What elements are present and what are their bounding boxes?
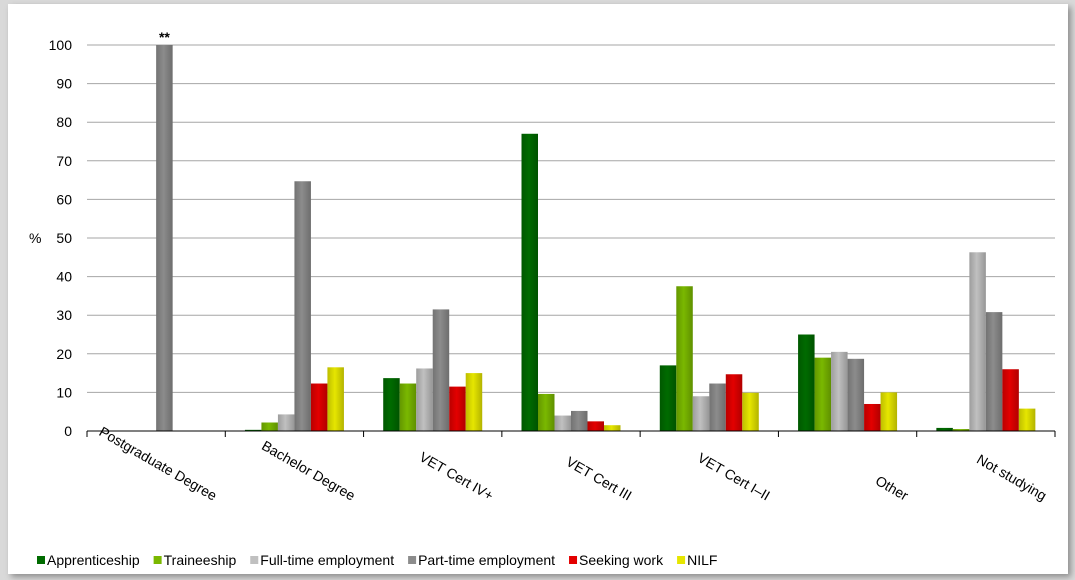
gridlines	[87, 44, 1055, 393]
bar	[709, 383, 726, 431]
legend-swatch	[153, 556, 162, 564]
bar	[604, 425, 621, 431]
bar	[571, 410, 588, 431]
bar	[399, 383, 417, 431]
y-axis-ticks: 0 10 20 30 40 50 60 70 80 90 100	[49, 37, 73, 439]
y-tick-label: 20	[56, 346, 72, 362]
bar	[156, 45, 173, 431]
bar	[864, 403, 881, 431]
bar	[969, 252, 986, 431]
x-category-label: Other	[873, 472, 912, 504]
bar	[294, 181, 311, 431]
bar	[798, 334, 815, 431]
bar	[310, 383, 328, 431]
bar	[880, 392, 898, 431]
bar	[521, 133, 538, 431]
y-tick-label: 40	[56, 269, 72, 285]
y-tick-label: 100	[49, 37, 73, 53]
bar	[465, 373, 483, 431]
legend-swatch	[250, 556, 259, 564]
x-category-label: VET Cert IV+	[417, 448, 497, 503]
legend-swatch	[677, 556, 686, 564]
bar	[261, 422, 278, 431]
bar	[244, 429, 262, 431]
bar-chart: 0 10 20 30 40 50 60 70 80 90 100 % Postgraduate De…	[29, 29, 1056, 568]
y-tick-label: 50	[56, 230, 72, 246]
y-axis-label: %	[29, 230, 41, 246]
bar	[952, 429, 970, 431]
bar	[554, 415, 571, 431]
y-tick-label: 0	[64, 423, 72, 439]
bar	[1018, 408, 1036, 431]
bar	[432, 309, 450, 431]
bar	[416, 368, 433, 431]
y-tick-label: 60	[56, 191, 72, 207]
legend-item-label: Traineeship	[164, 552, 237, 568]
bar	[742, 392, 759, 431]
legend-item-label: Seeking work	[579, 552, 664, 568]
legend-item-label: Apprenticeship	[47, 552, 140, 568]
bar	[449, 386, 466, 431]
legend-swatch	[37, 556, 45, 564]
y-tick-label: 90	[56, 76, 72, 92]
y-tick-label: 30	[56, 307, 72, 323]
bar	[327, 367, 344, 431]
bar	[847, 358, 865, 431]
legend-item-label: NILF	[687, 552, 717, 568]
x-category-label: Not studying	[974, 451, 1049, 504]
legend-swatch	[408, 556, 417, 564]
annotation-label: **	[159, 29, 170, 45]
bar	[587, 421, 604, 431]
x-axis	[86, 430, 1056, 437]
bar	[277, 414, 295, 431]
x-category-label: VET Cert I–II	[695, 449, 773, 503]
bar	[676, 286, 693, 431]
category-labels: Postgraduate Degree Bachelor Degree VET Ce…	[97, 423, 1050, 504]
bar	[985, 312, 1003, 431]
bar	[659, 365, 677, 431]
legend-swatch	[569, 556, 578, 564]
bar	[1002, 369, 1019, 431]
bars	[156, 45, 1036, 431]
legend-item-label: Full-time employment	[260, 552, 394, 568]
annotations: **	[159, 29, 170, 45]
bar	[814, 357, 832, 431]
y-tick-label: 80	[56, 114, 72, 130]
bar	[383, 378, 400, 431]
x-category-label: Bachelor Degree	[259, 437, 358, 503]
legend-item-label: Part-time employment	[418, 552, 555, 568]
x-category-label: Postgraduate Degree	[97, 423, 220, 504]
bar	[692, 396, 710, 431]
chart-frame: 0 10 20 30 40 50 60 70 80 90 100 % Postgraduate De…	[8, 4, 1068, 574]
bar	[936, 427, 953, 431]
x-category-label: VET Cert III	[564, 453, 635, 503]
bar	[538, 393, 555, 431]
y-tick-label: 70	[56, 153, 72, 169]
bar	[725, 374, 743, 431]
bar	[831, 351, 848, 431]
legend: Apprenticeship Traineeship Full-time emplo…	[37, 552, 717, 568]
y-tick-label: 10	[56, 384, 72, 400]
